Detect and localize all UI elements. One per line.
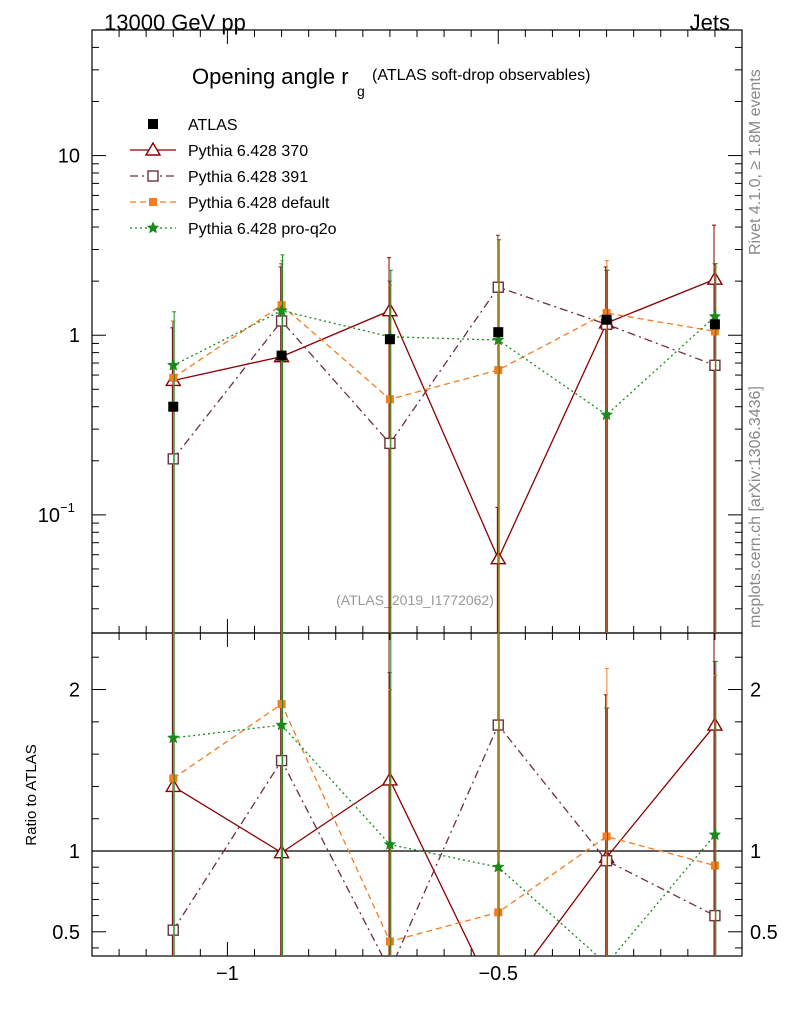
main-series-0 (165, 224, 724, 633)
ratio-point (385, 937, 394, 946)
atlas-data-point (493, 327, 504, 338)
chart-title-subscript: g (357, 83, 365, 99)
main-series-2 (169, 239, 719, 633)
x-tick-labels: −1 −0.5 (216, 963, 518, 985)
main-point (166, 358, 180, 371)
legend-marker (147, 170, 159, 182)
main-point (600, 408, 613, 421)
ratio-point (275, 718, 288, 731)
main-series-line (172, 304, 716, 400)
y-tick-label: 1 (69, 325, 80, 347)
ratio-series-2 (169, 633, 719, 956)
main-point (708, 309, 722, 322)
ratio-y-tick-label: 0.5 (52, 922, 80, 944)
main-point (169, 373, 178, 382)
x-tick-label: −0.5 (479, 963, 518, 985)
ratio-y-tick-label-right: 2 (750, 680, 761, 702)
header-right-label: Jets (690, 10, 730, 35)
legend-label-atlas: ATLAS (188, 117, 238, 134)
main-point (602, 308, 611, 317)
chart-title: Opening angle r (192, 64, 349, 89)
main-series-line (172, 309, 716, 416)
legend-marker (146, 221, 160, 234)
legend-marker-atlas (148, 119, 158, 129)
chart-title-main: Opening angle r (192, 64, 349, 89)
axes-layer (92, 29, 743, 956)
main-point (494, 366, 503, 375)
legend-label: Pythia 6.428 default (188, 195, 330, 212)
ratio-series-1 (167, 633, 721, 976)
ratio-series-line (172, 723, 716, 956)
y-tick-label: 10 (38, 505, 60, 527)
ratio-plot-frame (91, 632, 743, 957)
ratio-y-axis-label: Ratio to ATLAS (23, 744, 40, 845)
main-point (385, 395, 394, 404)
ratio-point (491, 997, 505, 1009)
main-plot-series (165, 224, 724, 633)
x-tick-label: −1 (216, 963, 239, 985)
atlas-data-point (168, 401, 179, 412)
main-series-line (172, 286, 716, 460)
ratio-point (383, 837, 397, 850)
ratio-series-0 (165, 633, 724, 1009)
ratio-point (710, 861, 719, 870)
ratio-y-tick-label-right: 1 (750, 841, 761, 863)
main-point (275, 304, 288, 317)
header-left-label: 13000 GeV pp (104, 10, 246, 35)
legend-label: Pythia 6.428 pro-q2o (188, 221, 337, 238)
main-point (710, 327, 719, 336)
ratio-point (602, 832, 611, 841)
main-point (491, 333, 505, 346)
ratio-point (708, 828, 722, 841)
legend-label: Pythia 6.428 370 (188, 143, 308, 160)
atlas-data-point (276, 350, 287, 361)
ratio-point (494, 908, 503, 917)
ratio-point (601, 958, 612, 969)
main-series-3 (166, 239, 722, 633)
legend: ATLAS Pythia 6.428 370 Pythia 6.428 391 Pyt… (130, 117, 337, 238)
legend-label: Pythia 6.428 391 (188, 169, 308, 186)
ratio-point (277, 700, 286, 709)
ratio-series-line (172, 703, 716, 943)
chart-title-suffix: (ATLAS soft-drop observables) (372, 67, 590, 84)
ratio-point (385, 966, 395, 976)
ratio-point (166, 731, 180, 744)
side-label-rivet: Rivet 4.1.0, ≥ 1.8M events (747, 69, 764, 255)
y-tick-label-exponent: −1 (60, 500, 75, 515)
ratio-y-tick-label: 2 (69, 680, 80, 702)
main-series-atlas (168, 314, 720, 412)
ratio-series-line (173, 724, 716, 956)
y-tick-label: 10 (58, 146, 80, 168)
analysis-id-label: (ATLAS_2019_I1772062) (336, 592, 494, 608)
legend-marker (149, 198, 157, 206)
atlas-data-point (709, 319, 720, 330)
ratio-plot-series (165, 633, 724, 1009)
ratio-series-line (172, 724, 716, 956)
atlas-data-point (384, 334, 395, 345)
legend-marker (144, 141, 162, 156)
ratio-point (491, 860, 505, 873)
atlas-data-point (601, 314, 612, 325)
ratio-point (169, 774, 178, 783)
ratio-series-3 (166, 633, 722, 969)
ratio-y-tick-label-right: 0.5 (750, 922, 778, 944)
ratio-y-tick-label: 1 (69, 841, 80, 863)
side-label-mcplots: mcplots.cern.ch [arXiv:1306.3436] (747, 386, 764, 628)
main-series-line (173, 278, 716, 561)
